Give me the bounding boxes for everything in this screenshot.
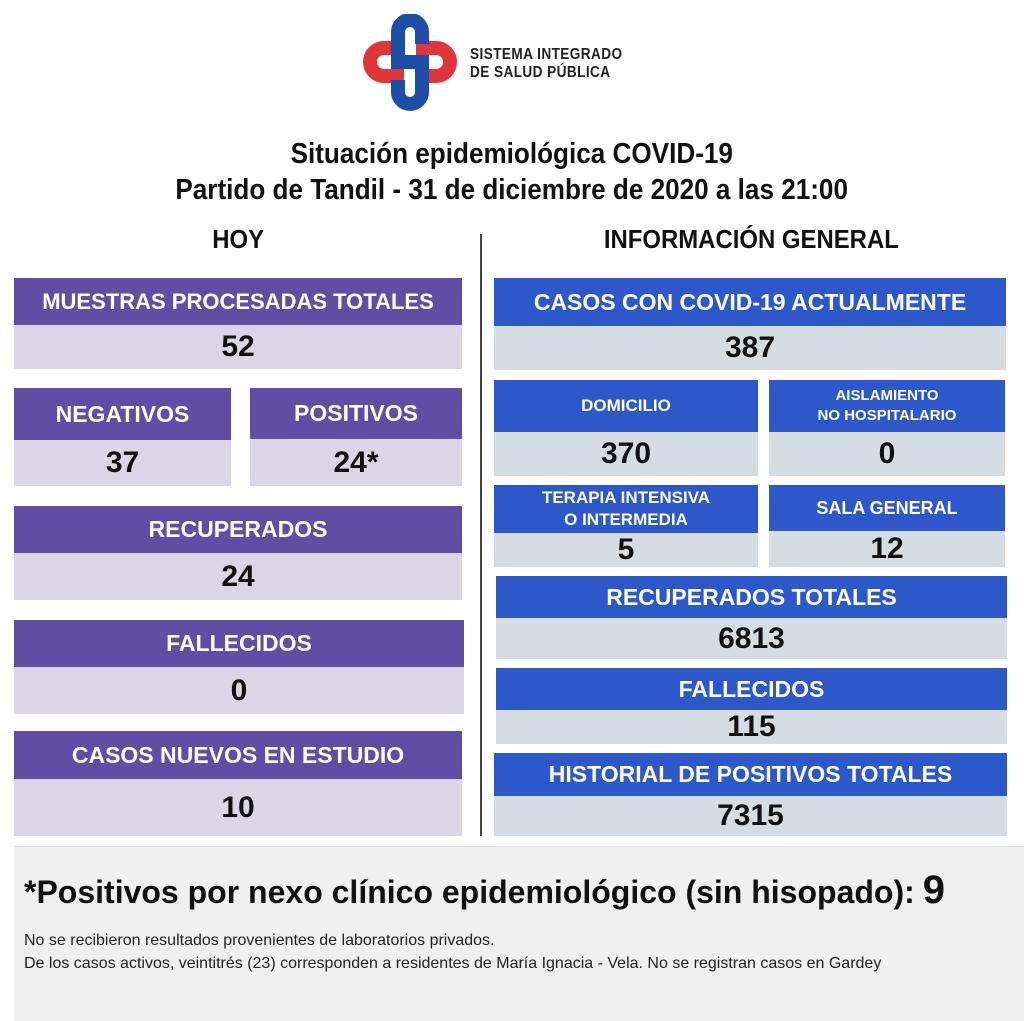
card-label: CASOS CON COVID-19 ACTUALMENTE <box>494 278 1006 326</box>
card-value: 7315 <box>494 796 1007 836</box>
card-value: 0 <box>14 667 464 714</box>
card-value: 12 <box>769 531 1005 567</box>
card-positivos: POSITIVOS 24* <box>250 388 462 486</box>
card-label: AISLAMIENTO NO HOSPITALARIO <box>769 380 1005 432</box>
card-value: 24* <box>250 439 462 486</box>
nexo-clinico-line: *Positivos por nexo clínico epidemiológi… <box>24 868 945 913</box>
footer-notes: No se recibieron resultados provenientes… <box>24 929 1019 975</box>
column-divider <box>480 234 482 836</box>
card-casos-nuevos: CASOS NUEVOS EN ESTUDIO 10 <box>14 731 462 836</box>
card-fallecidos-hoy: FALLECIDOS 0 <box>14 620 464 714</box>
card-recuperados-totales: RECUPERADOS TOTALES 6813 <box>496 576 1007 659</box>
card-label: POSITIVOS <box>250 388 462 439</box>
footer-panel <box>14 846 1024 1021</box>
card-label: DOMICILIO <box>494 380 758 432</box>
card-value: 5 <box>494 533 758 567</box>
general-heading: INFORMACIÓN GENERAL <box>603 224 899 254</box>
card-label: TERAPIA INTENSIVA O INTERMEDIA <box>494 485 758 533</box>
card-label: NEGATIVOS <box>14 388 231 440</box>
card-value: 10 <box>14 779 462 836</box>
hoy-heading: HOY <box>212 224 264 254</box>
card-value: 0 <box>769 432 1005 476</box>
card-muestras: MUESTRAS PROCESADAS TOTALES 52 <box>14 278 462 369</box>
card-label: HISTORIAL DE POSITIVOS TOTALES <box>494 753 1007 796</box>
card-label: FALLECIDOS <box>496 668 1007 710</box>
card-label: FALLECIDOS <box>14 620 464 667</box>
card-value: 115 <box>496 710 1007 744</box>
title-line-2: Partido de Tandil - 31 de diciembre de 2… <box>175 174 849 206</box>
card-aislamiento: AISLAMIENTO NO HOSPITALARIO 0 <box>769 380 1005 476</box>
card-label: MUESTRAS PROCESADAS TOTALES <box>14 278 462 325</box>
card-value: 24 <box>14 553 462 600</box>
cross-logo-icon <box>363 13 457 111</box>
card-fallecidos-totales: FALLECIDOS 115 <box>496 668 1007 744</box>
card-value: 6813 <box>496 618 1007 659</box>
nexo-label: *Positivos por nexo clínico epidemiológi… <box>24 874 915 910</box>
logo-line-1: SISTEMA INTEGRADO <box>470 46 623 63</box>
card-sala-general: SALA GENERAL 12 <box>769 485 1005 567</box>
card-label: CASOS NUEVOS EN ESTUDIO <box>14 731 462 779</box>
card-value: 37 <box>14 440 231 486</box>
card-terapia: TERAPIA INTENSIVA O INTERMEDIA 5 <box>494 485 758 567</box>
note-casos-activos: De los casos activos, veintitrés (23) co… <box>24 955 882 972</box>
title-line-1: Situación epidemiológica COVID-19 <box>290 138 734 170</box>
card-recuperados: RECUPERADOS 24 <box>14 506 462 600</box>
logo-line-2: DE SALUD PÚBLICA <box>470 64 611 81</box>
card-historial: HISTORIAL DE POSITIVOS TOTALES 7315 <box>494 753 1007 836</box>
sisp-logo <box>360 13 640 114</box>
card-label: RECUPERADOS TOTALES <box>496 576 1007 618</box>
card-label: SALA GENERAL <box>769 485 1005 531</box>
card-negativos: NEGATIVOS 37 <box>14 388 231 486</box>
card-value: 370 <box>494 432 758 476</box>
card-value: 387 <box>494 326 1006 370</box>
note-laboratorios: No se recibieron resultados provenientes… <box>24 932 495 949</box>
nexo-value: 9 <box>922 868 946 912</box>
card-domicilio: DOMICILIO 370 <box>494 380 758 476</box>
card-casos-actuales: CASOS CON COVID-19 ACTUALMENTE 387 <box>494 278 1006 370</box>
card-value: 52 <box>14 325 462 369</box>
logo-text: SISTEMA INTEGRADO DE SALUD PÚBLICA <box>470 46 623 82</box>
card-label: RECUPERADOS <box>14 506 462 553</box>
